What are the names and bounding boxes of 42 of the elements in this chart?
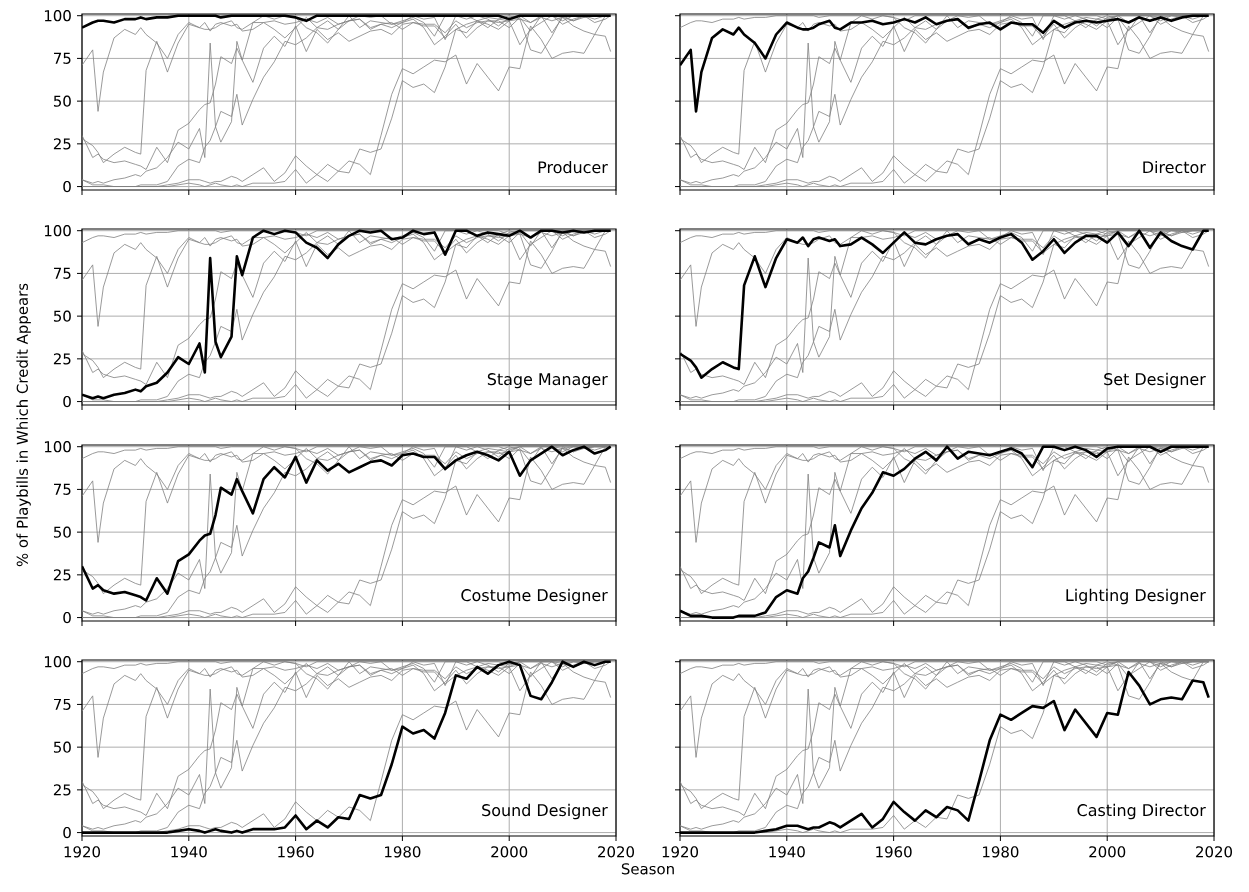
x-tick-label: 1940 bbox=[769, 846, 805, 858]
y-tick-label: 75 bbox=[54, 267, 71, 279]
x-tick-label: 2020 bbox=[598, 846, 635, 858]
x-tick-label: 1980 bbox=[983, 846, 1019, 858]
y-tick-label: 0 bbox=[63, 826, 71, 839]
y-tick-label: 100 bbox=[44, 225, 71, 237]
x-tick-label: 1920 bbox=[662, 846, 699, 858]
y-tick-label: 75 bbox=[54, 698, 71, 710]
text: Producer bbox=[538, 160, 608, 174]
x-tick-label: 2000 bbox=[491, 846, 528, 858]
y-axis-title: % of Playbills in Which Credit Appears bbox=[16, 283, 31, 567]
y-tick-label: 100 bbox=[44, 10, 71, 22]
y-tick-label: 0 bbox=[63, 180, 71, 193]
y-tick-label: 75 bbox=[54, 52, 71, 64]
text: Casting Director bbox=[1077, 803, 1206, 820]
y-tick-label: 50 bbox=[53, 95, 71, 107]
y-tick-label: 0 bbox=[63, 395, 71, 408]
x-tick-label: 1920 bbox=[64, 846, 101, 858]
x-tick-label: 1940 bbox=[171, 846, 207, 858]
y-tick-label: 25 bbox=[53, 138, 71, 150]
y-tick-label: 50 bbox=[53, 526, 71, 538]
x-tick-label: 1960 bbox=[278, 846, 314, 858]
y-tick-label: 25 bbox=[53, 353, 71, 365]
y-tick-label: 50 bbox=[53, 741, 71, 753]
text: Sound Designer bbox=[482, 803, 608, 820]
x-tick-label: 1980 bbox=[385, 846, 421, 858]
y-tick-label: 25 bbox=[53, 784, 71, 796]
text: Lighting Designer bbox=[1066, 588, 1206, 605]
y-tick-label: 100 bbox=[44, 656, 71, 668]
x-tick-label: 1960 bbox=[876, 846, 912, 858]
x-tick-label: 2000 bbox=[1089, 846, 1126, 858]
text: Director bbox=[1143, 160, 1206, 174]
text: Costume Designer bbox=[461, 588, 608, 605]
y-tick-label: 0 bbox=[63, 611, 71, 624]
text: Set Designer bbox=[1104, 372, 1206, 389]
y-tick-label: 25 bbox=[53, 569, 71, 581]
y-tick-label: 100 bbox=[44, 441, 71, 453]
y-tick-label: 75 bbox=[54, 483, 71, 495]
x-tick-label: 2020 bbox=[1196, 846, 1233, 858]
text: Stage Manager bbox=[487, 373, 608, 389]
x-axis-title: Season bbox=[621, 863, 674, 875]
y-tick-label: 50 bbox=[53, 310, 71, 322]
